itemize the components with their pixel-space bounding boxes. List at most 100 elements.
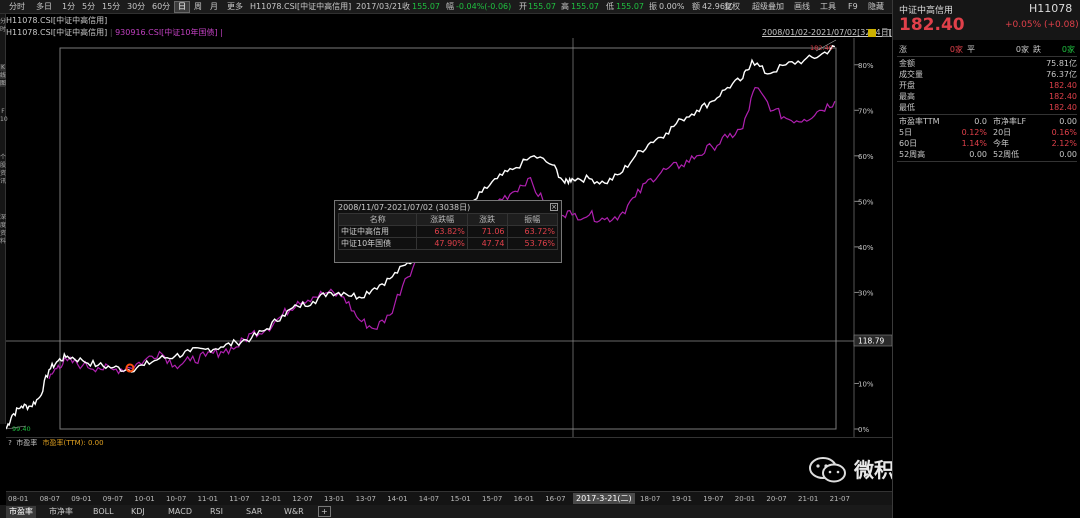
cell-name: 中证中高信用 — [337, 225, 418, 238]
cell-chg: 47.74 — [466, 237, 508, 250]
quote-open-label: 开 — [519, 2, 527, 11]
tab-rsi[interactable]: RSI — [210, 507, 223, 516]
y-tick-label: 10% — [858, 380, 874, 388]
tools-button[interactable]: 工具 — [820, 2, 836, 11]
help-icon[interactable]: ? — [8, 439, 12, 447]
period-month[interactable]: 月 — [210, 2, 218, 11]
main-chart[interactable]: 0%10%20%30%40%50%60%70%80% 118.79 182.40… — [6, 38, 892, 438]
tab-boll[interactable]: BOLL — [93, 507, 114, 516]
quote-change-label: 幅 — [446, 2, 454, 11]
period-week[interactable]: 周 — [194, 2, 202, 11]
series-line-zhonggao — [6, 44, 836, 430]
quote-high-label: 高 — [561, 2, 569, 11]
col-header: 振幅 — [506, 213, 558, 226]
x-tick-label: 13-07 — [355, 495, 376, 503]
period-15min[interactable]: 15分 — [102, 2, 121, 11]
period-30min[interactable]: 30分 — [127, 2, 146, 11]
cell-name: 中证10年国债 — [337, 237, 418, 250]
popup-title: 2008/11/07-2021/07/02 (3038日) — [338, 203, 471, 212]
min-price-label: 99.40 — [12, 425, 31, 433]
quote-amp: 0.00% — [659, 2, 685, 11]
quote-low: 155.07 — [616, 2, 644, 11]
vtab-char[interactable]: 度 — [0, 222, 7, 229]
period-1min[interactable]: 1分 — [62, 2, 76, 11]
hide-button[interactable]: 隐藏 — [868, 2, 884, 11]
overlay-button[interactable]: 超级叠加 — [752, 2, 784, 11]
vtab-char[interactable]: 股 — [0, 162, 7, 169]
x-axis: 08-01 08-07 09-01 09-07 10-01 10-07 11-01 11-07… — [6, 491, 892, 505]
vtab-char[interactable]: 分 — [0, 18, 7, 25]
period-5min[interactable]: 5分 — [82, 2, 96, 11]
vtab-char[interactable]: 10 — [0, 116, 8, 123]
vtab-char[interactable]: 图 — [0, 80, 7, 87]
vtab-char[interactable]: 深 — [0, 214, 7, 221]
fuquan-button[interactable]: 复权 — [724, 2, 740, 11]
ytd-value: 2.12% — [1051, 139, 1077, 148]
lock-icon[interactable] — [868, 29, 876, 37]
vtab-char[interactable]: 时 — [0, 26, 7, 33]
x-tick-label: 12-07 — [292, 495, 313, 503]
vtab-char[interactable]: 讯 — [0, 178, 7, 185]
quote-high: 155.07 — [571, 2, 599, 11]
y-tick-label: 0% — [858, 426, 869, 434]
x-cursor-label: 2017-3-21(二) — [573, 493, 635, 504]
volume-value: 76.37亿 — [1046, 70, 1077, 79]
f9-button[interactable]: F9 — [848, 2, 858, 11]
ytd-label: 今年 — [993, 139, 1009, 148]
tab-macd[interactable]: MACD — [168, 507, 192, 516]
flat-count: 0家 — [1015, 45, 1029, 54]
52w-low-label: 52周低 — [993, 150, 1020, 159]
interval-stats-popup[interactable]: 2008/11/07-2021/07/02 (3038日) × 名称 涨跌幅 涨… — [334, 200, 562, 263]
left-vertical-tabs: 分 时 K 线 图 F 10 个 股 资 讯 深 度 资 料 — [0, 14, 8, 424]
x-tick-label: 20-01 — [734, 495, 756, 503]
20d-value: 0.16% — [1051, 128, 1077, 137]
52w-low-value: 0.00 — [1059, 150, 1077, 159]
vtab-char[interactable]: 个 — [0, 154, 7, 161]
vtab-char[interactable]: 资 — [0, 230, 7, 237]
x-tick-label: 16-07 — [545, 495, 566, 503]
add-tab-button[interactable]: + — [318, 506, 331, 517]
high-label: 最高 — [899, 92, 915, 101]
overlay-legend: H11078.CSI[中证中高信用] | 930916.CSI[中证10年国债]… — [6, 28, 223, 37]
quote-amp-label: 振 — [649, 2, 657, 11]
down-count: 0家 — [1061, 45, 1075, 54]
pb-lf-label: 市净率LF — [993, 117, 1027, 126]
period-day[interactable]: 日 — [174, 1, 190, 13]
open-value: 182.40 — [1049, 81, 1077, 90]
cell-pct: 63.82% — [416, 225, 468, 238]
vtab-char[interactable]: F — [1, 108, 5, 115]
period-duori[interactable]: 多日 — [36, 2, 52, 11]
close-icon[interactable] — [882, 29, 890, 37]
vtab-char[interactable]: 料 — [0, 238, 7, 245]
5d-value: 0.12% — [961, 128, 987, 137]
vtab-char[interactable]: K — [0, 64, 6, 71]
y-tick-label: 80% — [858, 62, 874, 70]
x-tick-label: 19-01 — [671, 495, 692, 503]
low-label: 最低 — [899, 103, 915, 112]
x-tick-label: 08-01 — [8, 495, 29, 503]
divider — [897, 56, 1077, 57]
tab-pe[interactable]: 市盈率 — [6, 506, 36, 518]
vtab-char[interactable]: 线 — [0, 72, 7, 79]
divider — [897, 161, 1077, 162]
index-name: 中证中高信用 — [899, 6, 954, 16]
period-fenshi[interactable]: 分时 — [9, 2, 25, 11]
period-60min[interactable]: 60分 — [152, 2, 171, 11]
x-tick-label: 10-01 — [134, 495, 155, 503]
tab-sar[interactable]: SAR — [246, 507, 263, 516]
stats-table: 名称 涨跌幅 涨跌 振幅 中证中高信用 63.82% 71.06 63.72% … — [337, 213, 558, 250]
indicator-name[interactable]: 市盈率 — [16, 439, 38, 447]
60d-value: 1.14% — [961, 139, 987, 148]
indicator-value: 市盈率(TTM): 0.00 — [42, 439, 104, 447]
wechat-icon — [809, 457, 846, 483]
tab-kdj[interactable]: KDJ — [131, 507, 145, 516]
x-tick-label: 11-07 — [229, 495, 250, 503]
top-toolbar: 分时 多日 1分 5分 15分 30分 60分 日 周 月 更多 H11078.… — [0, 0, 892, 14]
period-more[interactable]: 更多 — [227, 2, 243, 11]
tab-wr[interactable]: W&R — [284, 507, 304, 516]
draw-line-button[interactable]: 画线 — [794, 2, 810, 11]
close-icon[interactable]: × — [550, 203, 558, 211]
range-label[interactable]: 2008/01/02-2021/07/02[3284日] — [762, 28, 892, 37]
vtab-char[interactable]: 资 — [0, 170, 7, 177]
tab-pb[interactable]: 市净率 — [49, 507, 73, 516]
